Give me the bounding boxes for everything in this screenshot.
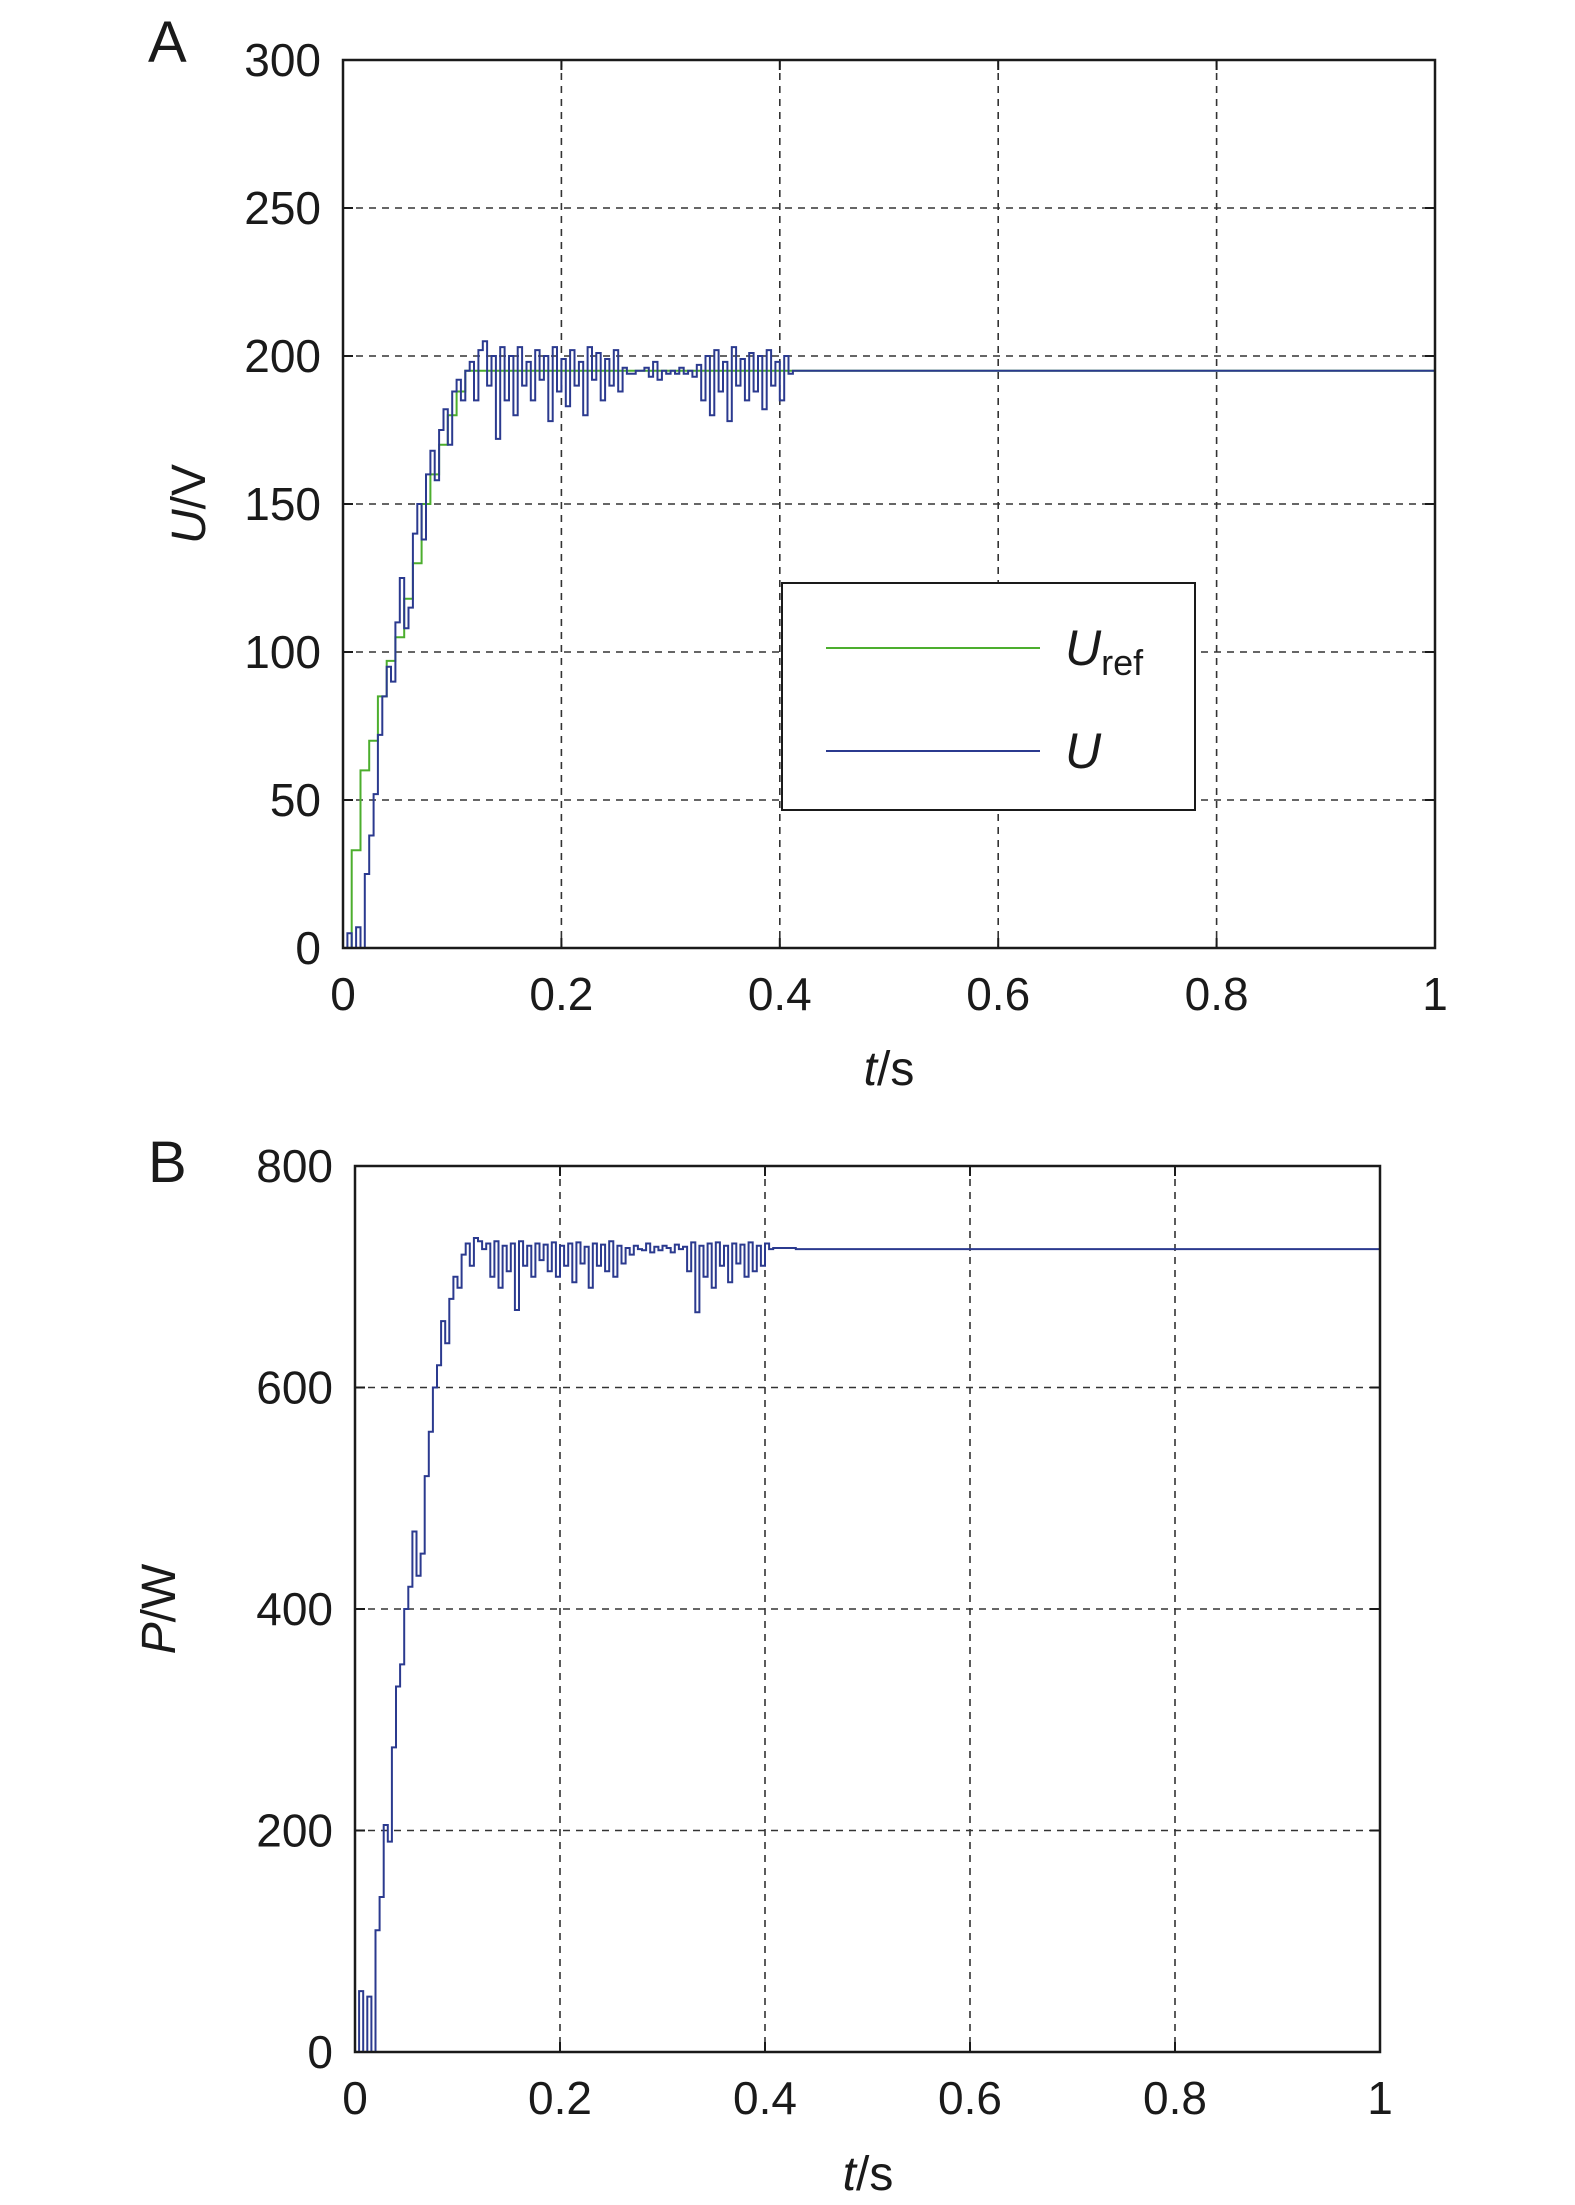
legend-label-uref: Uref <box>1065 620 1144 683</box>
y-axis-label-b: P/W <box>133 1563 186 1654</box>
plot-frame-a <box>341 58 1437 950</box>
series-group-b <box>355 1237 1380 2053</box>
x-tick-label: 1 <box>1367 2072 1393 2124</box>
y-tick-label: 600 <box>256 1362 333 1414</box>
x-tick-label: 0.4 <box>748 968 812 1020</box>
x-tick-labels-a: 0 0.2 0.4 0.6 0.8 1 <box>330 968 1448 1020</box>
y-tick-label: 250 <box>244 182 321 234</box>
y-tick-labels-b: 0 200 400 600 800 <box>256 1140 333 2078</box>
panel-label-b: B <box>148 1130 187 1195</box>
y-tick-label: 400 <box>256 1583 333 1635</box>
x-tick-label: 0.8 <box>1185 968 1249 1020</box>
panel-label-a: A <box>148 10 187 75</box>
plot-frame-b <box>353 1164 1382 2054</box>
x-tick-labels-b: 0 0.2 0.4 0.6 0.8 1 <box>342 2072 1393 2124</box>
x-tick-label: 0.6 <box>938 2072 1002 2124</box>
x-tick-label: 0.8 <box>1143 2072 1207 2124</box>
y-tick-label: 300 <box>244 34 321 86</box>
y-tick-label: 200 <box>256 1805 333 1857</box>
x-axis-label-a: t/s <box>864 1043 915 1096</box>
legend-box-a <box>781 582 1196 811</box>
x-tick-label: 0.6 <box>966 968 1030 1020</box>
x-tick-label: 0.2 <box>528 2072 592 2124</box>
y-tick-label: 150 <box>244 478 321 530</box>
y-tick-labels-a: 0 50 100 150 200 250 300 <box>244 34 321 974</box>
y-axis-label-a: U/V <box>163 464 216 544</box>
grid-b <box>354 1165 1381 2053</box>
y-tick-label: 200 <box>244 330 321 382</box>
y-tick-label: 100 <box>244 626 321 678</box>
x-tick-label: 0 <box>330 968 356 1020</box>
series-line-b-0 <box>355 1237 1380 2053</box>
x-axis-label-b: t/s <box>843 2148 894 2201</box>
legend-a: Uref U <box>781 582 1196 811</box>
grid-a <box>342 59 1436 949</box>
x-tick-label: 1 <box>1422 968 1448 1020</box>
y-tick-label: 800 <box>256 1140 333 1192</box>
y-tick-label: 0 <box>295 922 321 974</box>
series-group-a <box>343 340 1435 949</box>
series-line-a-1 <box>343 340 1435 949</box>
legend-label-u: U <box>1065 723 1102 779</box>
chart-panel-b: B 0 0.2 0.4 0.6 0.8 1 0 200 400 600 800 t/s P/W <box>133 1130 1393 2201</box>
x-tick-label: 0.4 <box>733 2072 797 2124</box>
x-tick-label: 0 <box>342 2072 368 2124</box>
y-tick-label: 0 <box>307 2026 333 2078</box>
x-tick-label: 0.2 <box>529 968 593 1020</box>
y-tick-label: 50 <box>270 774 321 826</box>
